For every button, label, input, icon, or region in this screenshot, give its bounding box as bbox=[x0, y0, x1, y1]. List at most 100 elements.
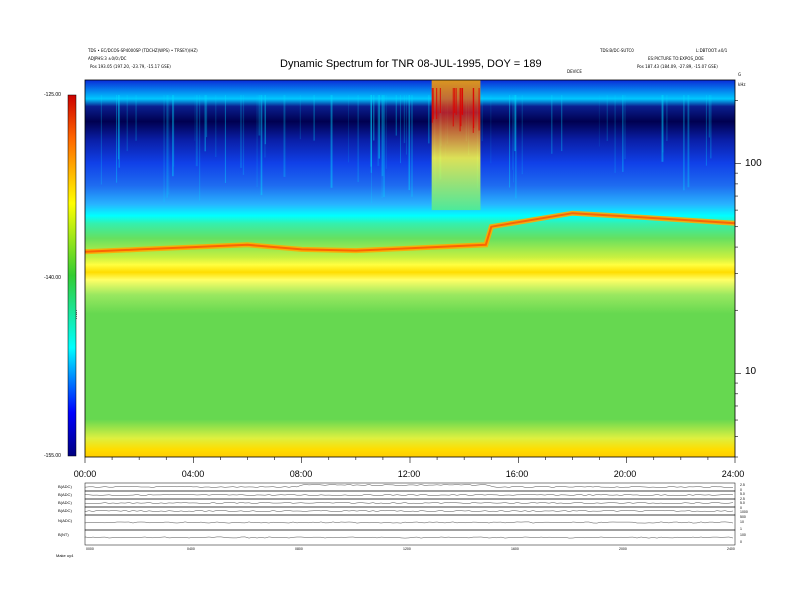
burst-stripe bbox=[461, 88, 463, 115]
texture-stripe bbox=[509, 95, 511, 188]
texture-stripe bbox=[661, 95, 664, 162]
texture-stripe bbox=[167, 95, 170, 195]
texture-stripe bbox=[204, 95, 206, 152]
burst-stripe bbox=[459, 88, 461, 132]
colorbar-tick-max: -125.00 bbox=[44, 92, 61, 98]
texture-stripe bbox=[166, 95, 168, 198]
footer-text: Make uy4 bbox=[56, 553, 74, 558]
colorbar-tick-min: -155.00 bbox=[44, 453, 61, 459]
panel-label-3: B(ADC) bbox=[58, 500, 72, 505]
texture-stripe bbox=[513, 95, 514, 183]
texture-stripe bbox=[215, 95, 217, 157]
texture-stripe bbox=[172, 95, 174, 177]
texture-stripe bbox=[371, 95, 372, 204]
texture-stripe bbox=[710, 95, 712, 159]
texture-stripe bbox=[705, 95, 707, 166]
texture-stripe bbox=[381, 95, 383, 198]
panel-xtick-3: 1200 bbox=[403, 547, 411, 551]
texture-stripe bbox=[428, 95, 430, 144]
panel-trace bbox=[84, 536, 734, 539]
panel1-tick-bot: 0 bbox=[740, 488, 742, 492]
texture-stripe bbox=[135, 95, 137, 141]
plasma-line-core bbox=[85, 212, 735, 253]
panel-trace bbox=[84, 521, 734, 524]
texture-stripe bbox=[515, 95, 517, 199]
texture-stripe bbox=[377, 95, 380, 166]
texture-stripe bbox=[357, 95, 359, 182]
burst-stripe bbox=[431, 88, 433, 123]
panel-xtick-6: 2400 bbox=[727, 547, 735, 551]
texture-stripe bbox=[116, 95, 118, 183]
texture-stripe bbox=[687, 95, 690, 188]
texture-stripe bbox=[490, 95, 492, 164]
texture-stripe bbox=[163, 95, 165, 202]
panel-frame bbox=[84, 498, 736, 508]
texture-stripe bbox=[521, 95, 523, 175]
panel4-tick-top: 1000 bbox=[740, 510, 748, 514]
burst-stripe bbox=[454, 88, 456, 114]
texture-stripe bbox=[395, 95, 397, 136]
panel2-tick-bot: 2.5 bbox=[740, 497, 745, 501]
texture-stripe bbox=[118, 95, 120, 160]
texture-stripe bbox=[242, 95, 245, 175]
time-tick-2400: 24:00 bbox=[721, 469, 745, 479]
texture-stripe bbox=[481, 95, 483, 142]
texture-stripe bbox=[561, 95, 563, 152]
panel-trace bbox=[84, 494, 734, 496]
texture-stripe bbox=[551, 95, 553, 154]
texture-stripe bbox=[224, 95, 226, 183]
spectrogram bbox=[85, 80, 735, 457]
time-tick-1600: 16:00 bbox=[505, 469, 529, 479]
panel-xtick-0: 0000 bbox=[86, 547, 94, 551]
texture-stripe bbox=[348, 95, 349, 163]
panel6-tick-bot: 0 bbox=[740, 540, 742, 544]
freq-tick-10: 10 bbox=[745, 366, 757, 377]
burst-stripe bbox=[473, 88, 475, 128]
texture-stripe bbox=[256, 95, 258, 187]
texture-stripe bbox=[370, 95, 372, 167]
panel-xtick-2: 0800 bbox=[295, 547, 303, 551]
panel-trace bbox=[84, 484, 734, 488]
texture-stripe bbox=[622, 95, 624, 172]
texture-stripe bbox=[283, 95, 286, 177]
texture-stripe bbox=[383, 95, 385, 197]
time-tick-1200: 12:00 bbox=[397, 469, 421, 479]
panel2-tick-top: 5.0 bbox=[740, 492, 745, 496]
texture-stripe bbox=[258, 95, 261, 136]
texture-stripe bbox=[514, 95, 516, 152]
panel-xtick-1: 0400 bbox=[187, 547, 195, 551]
header-right-unit: kHz bbox=[738, 82, 746, 87]
texture-stripe bbox=[666, 95, 668, 141]
texture-stripe bbox=[299, 95, 301, 140]
header-mid-tag: DEVICE bbox=[567, 69, 582, 74]
chart-title: Dynamic Spectrum for TNR 08-JUL-1995, DO… bbox=[280, 58, 542, 70]
texture-stripe bbox=[598, 95, 600, 147]
panel-label-6: B(NT) bbox=[58, 532, 69, 537]
texture-stripe bbox=[118, 95, 120, 168]
burst-stripe bbox=[455, 88, 457, 115]
texture-stripe bbox=[126, 95, 128, 152]
colorbar bbox=[67, 94, 77, 457]
texture-stripe bbox=[662, 95, 664, 153]
texture-stripe bbox=[264, 95, 266, 145]
burst-stripe bbox=[478, 88, 480, 131]
texture-stripe bbox=[624, 95, 626, 160]
texture-stripe bbox=[403, 95, 406, 144]
burst-stripe bbox=[432, 88, 434, 120]
header-left-line2: ADJPHS:3 ±0/0:/DC bbox=[88, 56, 127, 61]
texture-stripe bbox=[400, 95, 401, 164]
panel-label-5: N(ADC) bbox=[58, 518, 72, 523]
texture-stripe bbox=[683, 95, 685, 191]
texture-stripe bbox=[173, 95, 175, 167]
header-left-line3: Pos 193.05 (197.20, -23.79, -15.17 GSE) bbox=[90, 64, 171, 69]
header-right-line1: TDS:B/DC-SUTC0 bbox=[600, 48, 634, 53]
panel-xtick-5: 2000 bbox=[619, 547, 627, 551]
burst-stripe bbox=[460, 88, 462, 127]
header-right-line3: ES:PICTURE TO:EXPOS_DOE bbox=[648, 56, 704, 61]
texture-stripe bbox=[385, 95, 387, 169]
texture-stripe bbox=[378, 95, 380, 159]
texture-stripe bbox=[195, 95, 198, 167]
texture-stripe bbox=[260, 95, 263, 196]
freq-tick-100: 100 bbox=[745, 158, 762, 169]
panel-label-2: B(ADC) bbox=[58, 492, 72, 497]
